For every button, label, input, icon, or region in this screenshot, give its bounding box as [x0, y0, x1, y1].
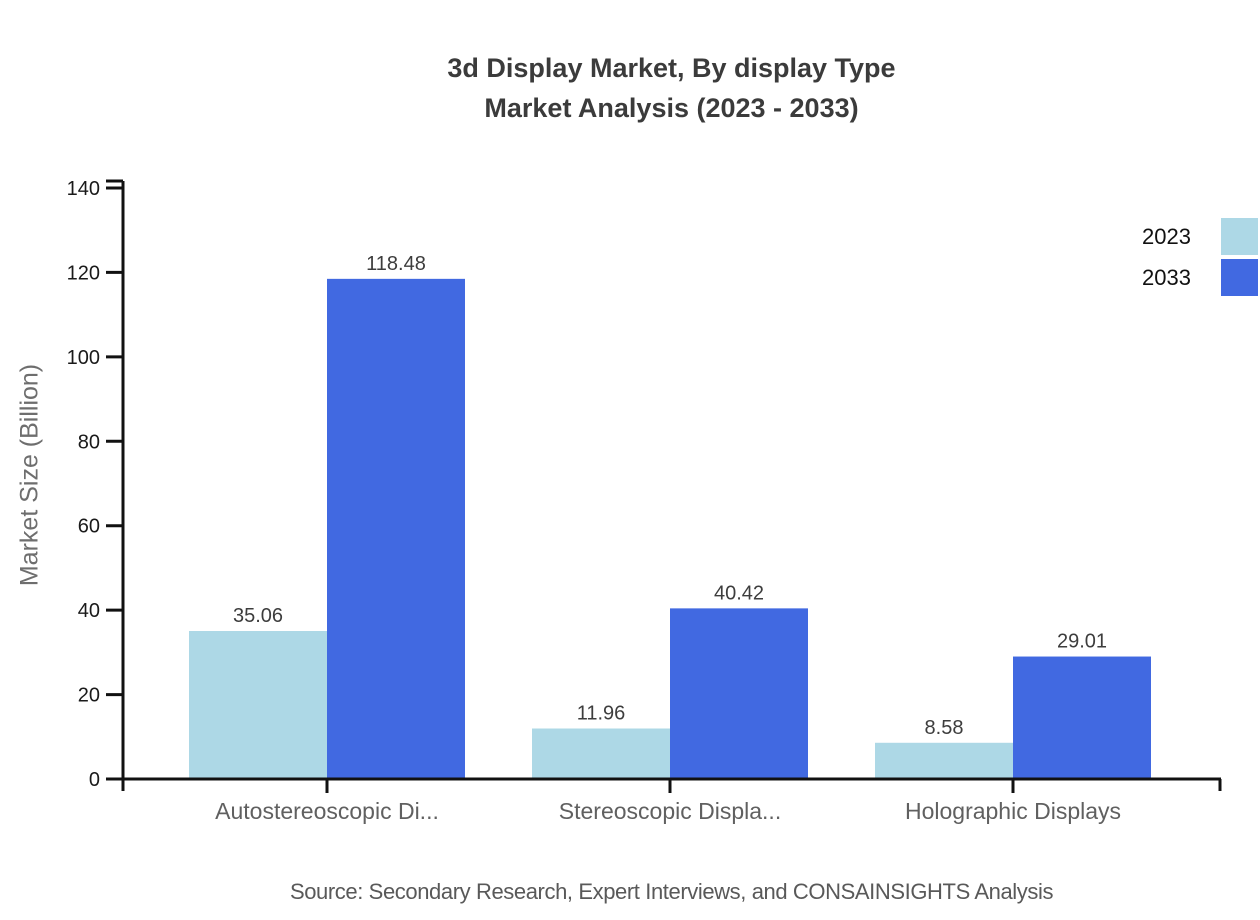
- legend-item-2033: 2033: [1136, 259, 1258, 296]
- bar-2033-1: [670, 608, 808, 779]
- category-label-0: Autostereoscopic Di...: [215, 798, 439, 824]
- bar-value-label-2023-1: 11.96: [577, 703, 626, 725]
- chart-title-line2: Market Analysis (2023 - 2033): [484, 93, 859, 123]
- chart-title-line1: 3d Display Market, By display Type: [447, 53, 896, 83]
- bar-value-label-2023-0: 35.06: [233, 605, 283, 627]
- category-label-2: Holographic Displays: [905, 798, 1121, 824]
- bar-2023-0: [189, 630, 327, 779]
- bar-value-label-2033-0: 118.48: [366, 253, 426, 275]
- y-tick-label-80: 80: [78, 431, 100, 453]
- y-tick-label-40: 40: [78, 600, 100, 622]
- legend-swatch-2033: [1221, 259, 1258, 296]
- bar-value-label-2033-1: 40.42: [714, 582, 764, 604]
- y-tick-label-60: 60: [78, 516, 100, 538]
- y-tick-label-100: 100: [67, 347, 100, 369]
- bar-2033-2: [1013, 656, 1151, 779]
- y-tick-label-20: 20: [78, 685, 100, 707]
- bar-2023-2: [875, 742, 1013, 779]
- bar-value-label-2033-2: 29.01: [1057, 631, 1107, 653]
- legend-label-2033: 2033: [1142, 264, 1191, 290]
- y-tick-label-140: 140: [67, 178, 100, 200]
- y-tick-label-0: 0: [89, 769, 100, 791]
- y-tick-label-120: 120: [67, 262, 100, 284]
- bar-2023-1: [532, 728, 670, 779]
- legend-label-2023: 2023: [1142, 223, 1191, 249]
- chart-title: 3d Display Market, By display Type Marke…: [123, 48, 1220, 128]
- category-label-1: Stereoscopic Displa...: [559, 798, 781, 824]
- source-text: Source: Secondary Research, Expert Inter…: [289, 879, 1054, 904]
- bar-value-label-2023-2: 8.58: [925, 717, 964, 739]
- legend-item-2023: 2023: [1136, 218, 1258, 255]
- legend-swatch-2023: [1221, 218, 1258, 255]
- bar-2033-0: [327, 278, 465, 779]
- legend: 2023 2033: [1136, 218, 1258, 296]
